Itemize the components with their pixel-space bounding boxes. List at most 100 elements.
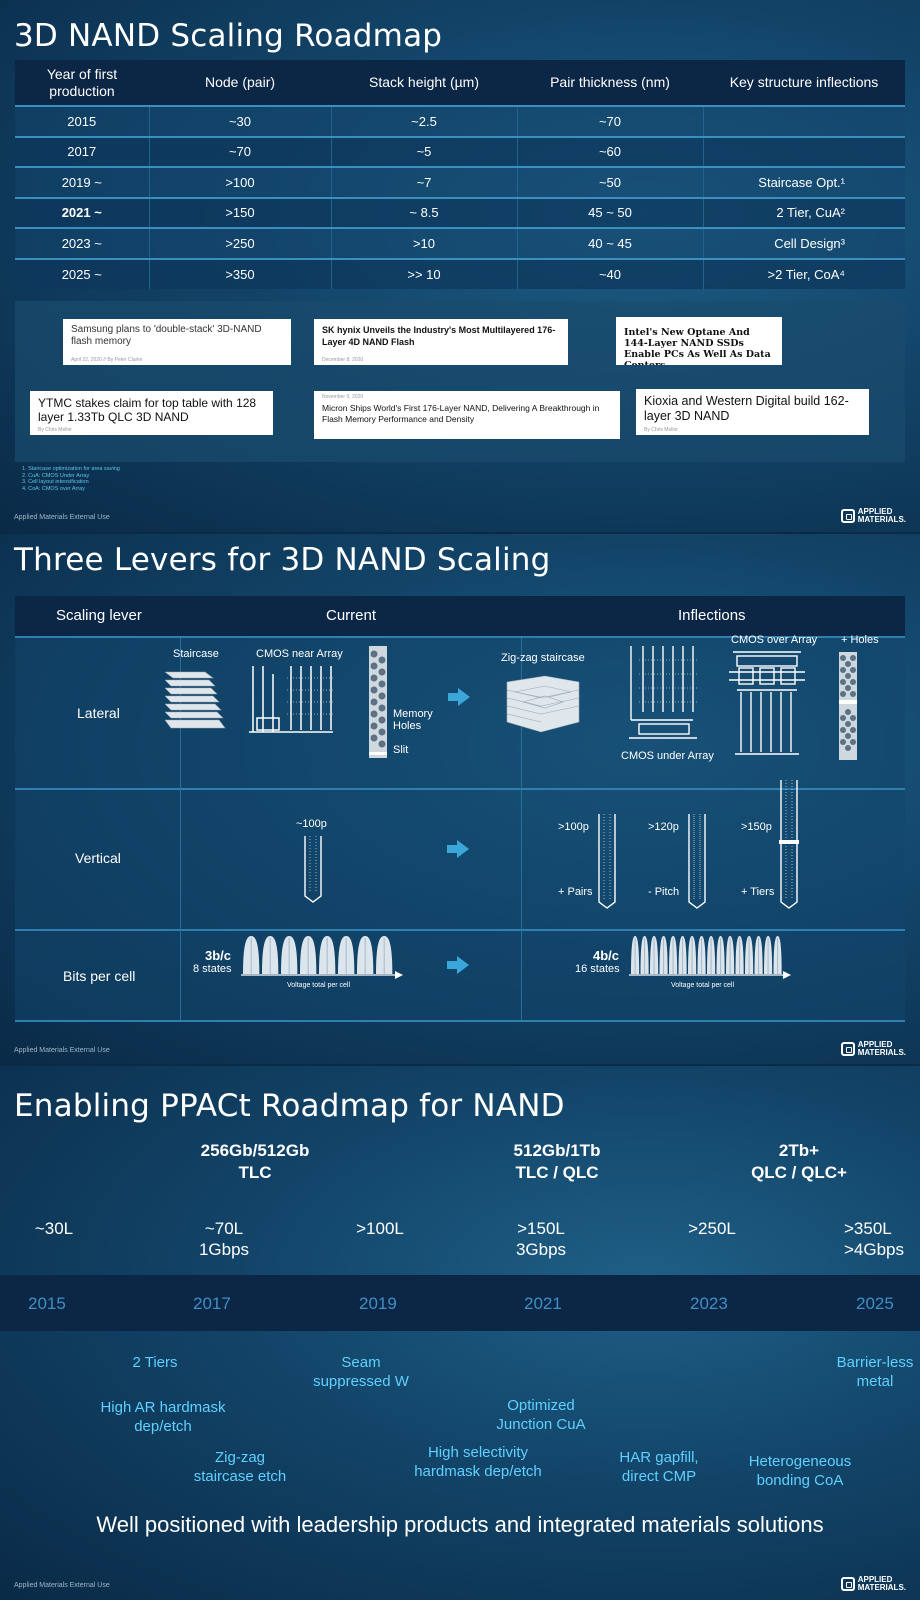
news-meta: April 22, 2020 // By Peter Clarke bbox=[71, 357, 143, 363]
news-card-skhynix[interactable]: SK hynix Unveils the Industry's Most Mul… bbox=[314, 319, 568, 365]
table-row: 2017 ~70 ~5 ~60 bbox=[15, 135, 905, 167]
cell-inflection bbox=[703, 105, 905, 137]
arrow-right-icon bbox=[447, 840, 469, 858]
state-distribution-group bbox=[631, 936, 782, 974]
news-card-samsung[interactable]: Samsung plans to 'double-stack' 3D-NAND … bbox=[63, 319, 291, 365]
tech-barrier-less-metal: Barrier-less metal bbox=[820, 1353, 920, 1391]
label-4bc: 4b/c bbox=[593, 948, 620, 963]
applied-materials-logo: APPLIED MATERIALS. bbox=[840, 508, 906, 524]
tech-high-selectivity: High selectivity hardmask dep/etch bbox=[398, 1443, 558, 1481]
cell-year: 2021 ~ bbox=[15, 196, 150, 228]
news-headline: YTMC stakes claim for top table with 128… bbox=[38, 396, 257, 424]
news-headline: Micron Ships World's First 176-Layer NAN… bbox=[322, 403, 600, 424]
tech-zigzag-staircase: Zig-zag staircase etch bbox=[170, 1448, 310, 1486]
tech-2-tiers: 2 Tiers bbox=[100, 1353, 210, 1372]
label-memory-holes: Memory Holes bbox=[393, 708, 433, 732]
table-row: 2015 ~30 ~2.5 ~70 bbox=[15, 105, 905, 137]
cell-pair: 45 ~ 50 bbox=[517, 196, 704, 228]
tech-seam-suppressed-w: Seam suppressed W bbox=[296, 1353, 426, 1391]
label-16-states: 16 states bbox=[575, 963, 620, 975]
levers-header: Scaling lever Current Inflections bbox=[15, 596, 905, 636]
news-card-kioxia[interactable]: Kioxia and Western Digital build 162-lay… bbox=[636, 389, 869, 435]
label-minus-pitch: - Pitch bbox=[648, 886, 680, 898]
header-inflections: Inflections bbox=[678, 607, 746, 624]
logo-line: MATERIALS. bbox=[857, 1048, 906, 1057]
year-2023: 2023 bbox=[690, 1294, 728, 1313]
cell-pair: ~40 bbox=[517, 257, 704, 289]
label-p120: >120p bbox=[648, 821, 679, 833]
footer-text: Applied Materials External Use bbox=[14, 1582, 110, 1589]
tech-line: Junction CuA bbox=[496, 1416, 586, 1433]
product-line: 2Tb+ bbox=[778, 1141, 820, 1160]
cell-node: >100 bbox=[149, 166, 332, 198]
cmos-near-array-diagram bbox=[249, 666, 335, 733]
table-row: 2019 ~ >100 ~7 ~50 Staircase Opt.¹ bbox=[15, 166, 905, 198]
footnote: 2. CuA: CMOS Under Array bbox=[22, 472, 90, 479]
tech-optimized-junction: Optimized Junction CuA bbox=[476, 1396, 606, 1434]
slide-ppact-roadmap: Enabling PPACt Roadmap for NAND bbox=[0, 1066, 920, 1600]
news-card-ymtc[interactable]: YTMC stakes claim for top table with 128… bbox=[30, 391, 273, 435]
tech-line: Barrier-less bbox=[836, 1354, 914, 1371]
memory-holes-diagram bbox=[369, 646, 387, 758]
pillar-pitch-diagram bbox=[688, 814, 706, 909]
cell-inflection: 2 Tier, CuA² bbox=[703, 196, 905, 228]
label-current-pairs: ~100p bbox=[296, 818, 327, 830]
tech-line: Zig-zag bbox=[214, 1449, 266, 1466]
table-row: 2023 ~ >250 >10 40 ~ 45 Cell Design³ bbox=[15, 227, 905, 259]
pillar-pairs-diagram bbox=[598, 814, 616, 909]
news-headline: Samsung plans to 'double-stack' 3D-NAND … bbox=[71, 324, 262, 347]
news-meta: November 9, 2020 bbox=[322, 394, 364, 400]
node-2021: >150L 3Gbps bbox=[501, 1218, 581, 1260]
slide-title: Enabling PPACt Roadmap for NAND bbox=[14, 1088, 565, 1124]
header-lever: Scaling lever bbox=[56, 607, 142, 624]
cell-stack: ~ 8.5 bbox=[331, 196, 518, 228]
cell-stack: >10 bbox=[331, 227, 518, 259]
product-qlc-plus: 2Tb+ QLC / QLC+ bbox=[724, 1140, 874, 1184]
divider bbox=[15, 929, 905, 931]
cell-node: >150 bbox=[149, 196, 332, 228]
tech-line: bonding CoA bbox=[756, 1472, 844, 1489]
label-slit: Slit bbox=[393, 744, 409, 756]
cell-inflection bbox=[703, 135, 905, 167]
divider bbox=[15, 1020, 905, 1022]
news-card-intel[interactable]: Intel's New Optane And 144-Layer NAND SS… bbox=[616, 317, 782, 365]
news-panel: Samsung plans to 'double-stack' 3D-NAND … bbox=[15, 301, 905, 462]
divider bbox=[521, 638, 522, 1020]
product-line: QLC / QLC+ bbox=[751, 1163, 847, 1182]
news-meta: December 8, 2020 bbox=[322, 357, 364, 363]
levers-grid: Scaling lever Current Inflections Latera… bbox=[15, 596, 905, 1022]
news-meta: By Chris Mellor bbox=[38, 427, 72, 433]
applied-materials-logo: APPLIED MATERIALS. bbox=[840, 1041, 906, 1057]
logo-mark-icon bbox=[840, 1577, 855, 1591]
year-2021: 2021 bbox=[524, 1294, 562, 1313]
col-node: Node (pair) bbox=[149, 60, 331, 106]
table-header-row: Year of first production Node (pair) Sta… bbox=[15, 60, 905, 106]
node-layers: >100L bbox=[356, 1219, 404, 1238]
tech-line: direct CMP bbox=[621, 1468, 697, 1485]
slide-scaling-roadmap: 3D NAND Scaling Roadmap Year of first pr… bbox=[0, 0, 920, 532]
voltage-distribution-3bc bbox=[241, 936, 403, 979]
staircase-diagram bbox=[165, 671, 226, 729]
logo-line: MATERIALS. bbox=[857, 515, 906, 524]
divider bbox=[180, 638, 181, 1020]
header-current: Current bbox=[326, 607, 377, 624]
row-label-bits: Bits per cell bbox=[63, 968, 136, 984]
cell-pair: 40 ~ 45 bbox=[517, 227, 704, 259]
divider bbox=[15, 788, 905, 790]
logo-mark-icon bbox=[840, 1042, 855, 1056]
tech-line: staircase etch bbox=[193, 1468, 287, 1485]
news-card-micron[interactable]: Micron Ships World's First 176-Layer NAN… bbox=[314, 391, 620, 439]
footnotes: 1. Staircase optimization for area savin… bbox=[22, 466, 120, 492]
label-staircase: Staircase bbox=[173, 648, 219, 660]
tech-line: dep/etch bbox=[134, 1418, 192, 1435]
table-row: 2021 ~ >150 ~ 8.5 45 ~ 50 2 Tier, CuA² bbox=[15, 196, 905, 228]
footnote: 4. CoA: CMOS over Array bbox=[22, 485, 85, 492]
slide-title: 3D NAND Scaling Roadmap bbox=[14, 18, 443, 54]
tech-line: High AR hardmask bbox=[100, 1399, 226, 1416]
pillar-tiers-diagram bbox=[779, 780, 799, 909]
cell-inflection: >2 Tier, CoA⁴ bbox=[703, 257, 905, 289]
slide-title: Three Levers for 3D NAND Scaling bbox=[14, 542, 551, 578]
cell-stack: ~5 bbox=[331, 135, 518, 167]
tech-line: Optimized bbox=[507, 1397, 575, 1414]
node-speed: 1Gbps bbox=[198, 1240, 250, 1259]
